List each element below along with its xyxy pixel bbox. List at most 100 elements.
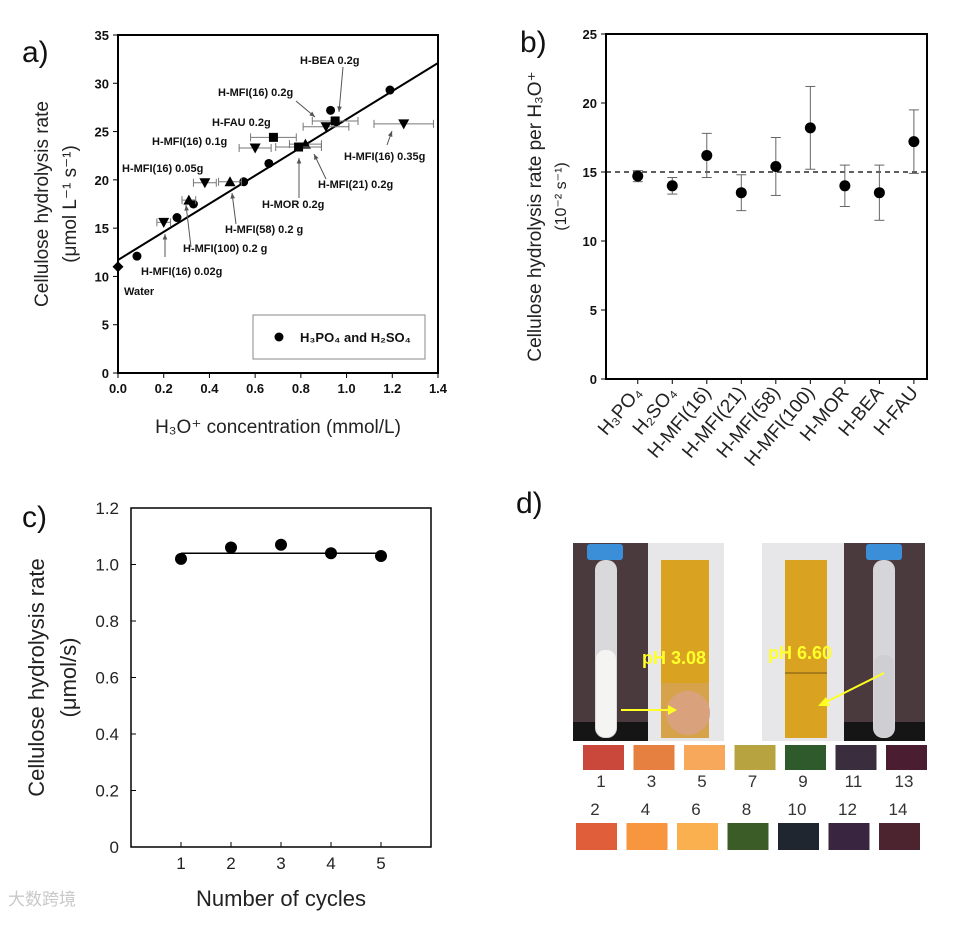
- ph-swatch-1: [583, 745, 624, 770]
- data-point: [735, 187, 747, 199]
- x-tick-label: 1.4: [429, 381, 448, 396]
- data-point: [175, 552, 187, 565]
- arrow-head: [230, 193, 236, 199]
- panel-b: b)0510152025H₃PO₄H₂SO₄H-MFI(16)H-MFI(21)…: [520, 26, 928, 471]
- ph-scale-number: 7: [748, 772, 757, 791]
- ph-swatch-10: [778, 823, 819, 850]
- panel-label-c: c): [22, 501, 47, 534]
- data-point-square: [330, 116, 340, 126]
- data-point-triangle-up: [224, 176, 236, 187]
- ph-scale-number: 4: [641, 800, 650, 819]
- ph-scale-number: 8: [742, 800, 751, 819]
- plot-frame: [605, 33, 928, 380]
- y-tick-label: 0.8: [95, 612, 119, 631]
- data-point: [325, 547, 337, 560]
- y-tick-label: 0: [110, 838, 119, 857]
- data-point-circle: [326, 105, 336, 115]
- y-tick-label: 0.6: [95, 669, 119, 688]
- arrow-head: [162, 234, 168, 240]
- annotation-label: H-MFI(16) 0.2g: [218, 87, 293, 99]
- annotation-label: Water: [124, 286, 155, 298]
- annotation-label: H-FAU 0.2g: [212, 117, 271, 129]
- ph-swatch-3: [633, 745, 675, 770]
- y-tick-label: 1.2: [95, 499, 119, 518]
- data-point: [701, 149, 713, 161]
- x-tick-label: 0.6: [246, 381, 264, 396]
- arrow-head: [387, 131, 393, 137]
- annotation-label: H-BEA 0.2g: [300, 55, 360, 67]
- y-tick-label: 0: [590, 372, 597, 387]
- y-tick-label: 30: [95, 76, 109, 91]
- x-tick-label: 1.2: [383, 381, 401, 396]
- data-point: [632, 170, 644, 182]
- y-tick-label: 15: [95, 221, 109, 236]
- data-point-square: [268, 132, 278, 142]
- data-point: [804, 122, 816, 134]
- ph-right-label: pH 6.60: [768, 643, 832, 663]
- y-axis-label-units: (10⁻² s⁻¹): [553, 162, 570, 230]
- y-tick-label: 10: [583, 234, 597, 249]
- data-point-triangle-down: [249, 143, 261, 154]
- ph-strip-right: [785, 560, 827, 738]
- annotation-label: H-MFI(16) 0.05g: [122, 163, 203, 175]
- y-tick-label: 20: [583, 96, 597, 111]
- ph-scale-number: 13: [895, 772, 914, 791]
- arrow-head: [309, 111, 315, 117]
- y-axis-label: Cellulose hydrolysis rate: [24, 558, 49, 796]
- x-tick-label: 4: [326, 854, 335, 873]
- ph-scale-number: 9: [798, 772, 807, 791]
- data-point: [225, 541, 237, 554]
- x-tick-label: 2: [226, 854, 235, 873]
- data-point: [666, 180, 678, 192]
- tube-cap: [866, 544, 902, 560]
- data-point-diamond: [112, 261, 124, 273]
- x-axis-label: H₃O⁺ concentration (mmol/L): [155, 417, 401, 438]
- y-tick-label: 0.2: [95, 782, 119, 801]
- y-axis-label: Cellulose hydrolysis rate per H₃O⁺: [525, 71, 546, 361]
- data-point-circle: [264, 158, 274, 168]
- ph-swatch-6: [677, 823, 718, 850]
- y-axis-label-units: (μmol L⁻¹ s⁻¹): [60, 145, 81, 263]
- ph-swatch-7: [734, 745, 776, 770]
- x-tick-label: 0.4: [200, 381, 219, 396]
- ph-scale-number: 10: [788, 800, 807, 819]
- y-tick-label: 1.0: [95, 556, 119, 575]
- data-point: [839, 180, 851, 192]
- ph-scale-number: 5: [697, 772, 706, 791]
- x-tick-label: 3: [276, 854, 285, 873]
- y-tick-label: 5: [102, 318, 109, 333]
- data-point: [908, 136, 920, 148]
- ph-scale-number: 3: [647, 772, 656, 791]
- annotation-label: H-MOR 0.2g: [262, 199, 324, 211]
- y-tick-label: 20: [95, 173, 109, 188]
- x-tick-label: 1: [176, 854, 185, 873]
- ph-swatch-12: [828, 823, 870, 850]
- annotation-label: H-MFI(21) 0.2g: [318, 179, 393, 191]
- data-point-triangle-up: [183, 194, 195, 205]
- data-point-circle: [385, 85, 395, 95]
- panel-d: d)pH 3.08 pH 6.601 3 5 7 9 11 132 4 6 8 10 12 14: [516, 487, 927, 850]
- annotation-label: H-MFI(16) 0.35g: [344, 151, 425, 163]
- arrow-head: [296, 158, 302, 164]
- tube-contents: [874, 655, 894, 737]
- ph-strip-left-spot: [666, 691, 710, 735]
- data-point: [770, 160, 782, 172]
- panel-label-b: b): [520, 26, 547, 59]
- tube-cap: [587, 544, 623, 560]
- panel-c: c) 0 0.2 0.4 0.6 0.8 1.0 1.2 1 2 3 4 5 Number of cycl…: [22, 499, 432, 911]
- panel-label-a: a): [22, 36, 49, 69]
- fit-line: [117, 62, 439, 261]
- panel-label-d: d): [516, 487, 543, 520]
- y-tick-label: 0.4: [95, 725, 119, 744]
- annotation-label: H-MFI(16) 0.1g: [152, 136, 227, 148]
- arrow-head: [337, 106, 342, 112]
- y-tick-label: 0: [102, 366, 109, 381]
- tube-contents: [596, 650, 616, 737]
- y-tick-label: 5: [590, 303, 597, 318]
- ph-scale-number: 12: [838, 800, 857, 819]
- ph-swatch-14: [879, 823, 920, 850]
- y-tick-label: 10: [95, 269, 109, 284]
- y-axis-label-units: (μmol/s): [56, 638, 81, 718]
- y-tick-label: 35: [95, 28, 109, 43]
- ph-swatch-2: [576, 823, 617, 850]
